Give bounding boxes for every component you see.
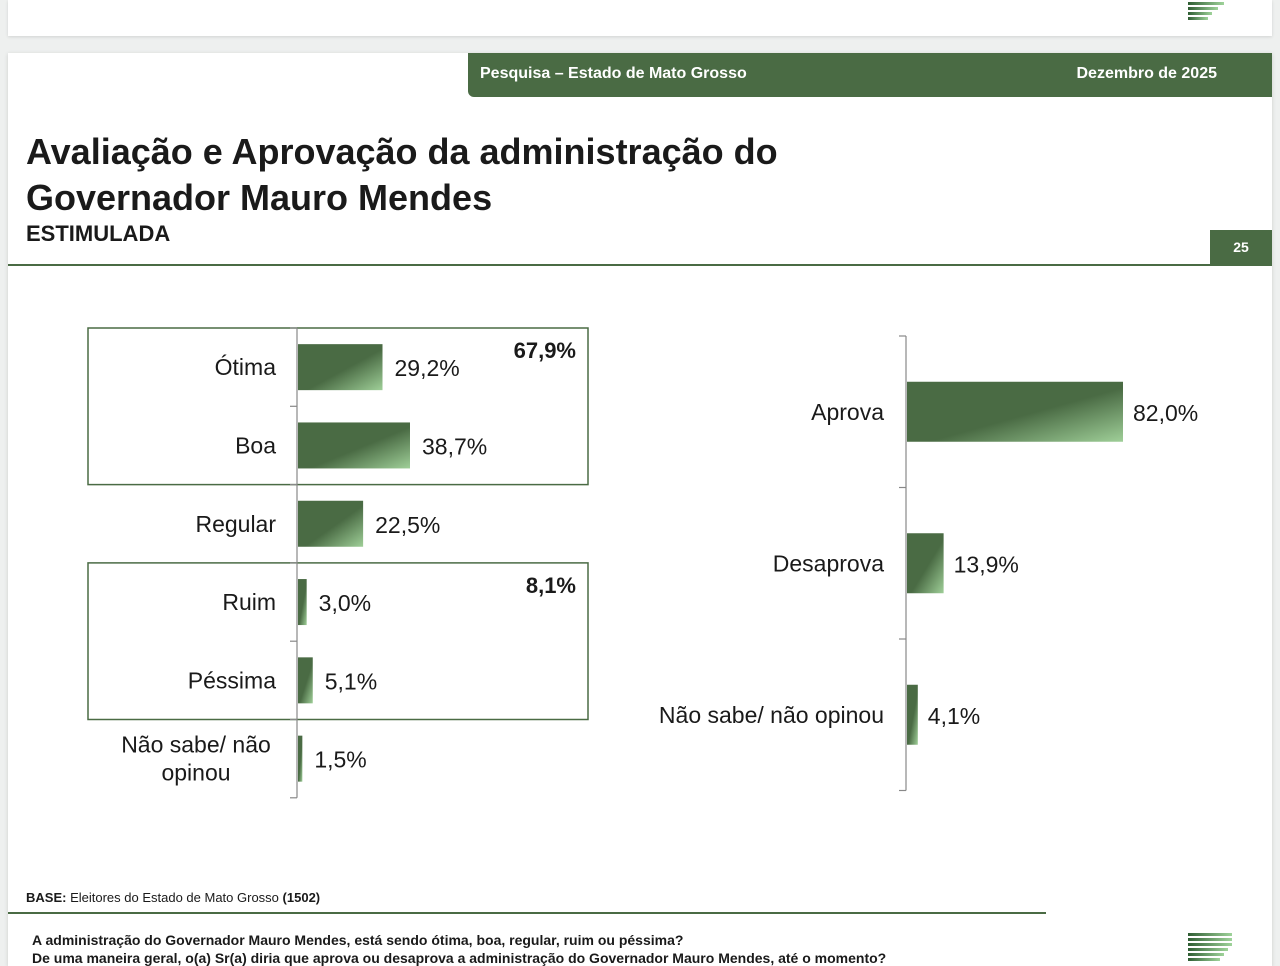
category-label-regular: Regular <box>195 511 276 537</box>
bar-regular <box>298 500 364 547</box>
base-label: BASE: <box>26 890 67 905</box>
value-label-regular: 22,5% <box>375 512 440 538</box>
group-box-2 <box>87 562 589 721</box>
bar-nao-sabe-nao-opinou <box>298 735 303 782</box>
bar-pessima <box>298 657 313 704</box>
value-label-ruim: 3,0% <box>319 590 371 616</box>
category-label-desaprova: Desaprova <box>773 550 884 576</box>
value-label-nao-sabe-nao-opinou: 1,5% <box>314 747 366 773</box>
survey-label: Pesquisa – Estado de Mato Grosso <box>480 65 747 82</box>
base-text: Eleitores do Estado de Mato Grosso <box>70 890 279 905</box>
category-label-boa: Boa <box>235 432 276 458</box>
slide: Pesquisa – Estado de Mato Grosso Dezembr… <box>8 53 1272 966</box>
category-label-ruim: Ruim <box>222 589 276 615</box>
page-title-line-2: Governador Mauro Mendes <box>26 177 493 218</box>
bar-boa <box>298 422 410 469</box>
group-total-label: 67,9% <box>514 338 576 363</box>
question-evaluation: A administração do Governador Mauro Mend… <box>32 932 684 948</box>
bar-otima <box>298 344 383 391</box>
category-label-otima: Ótima <box>215 354 277 380</box>
logo-icon <box>1188 2 1224 20</box>
footer-logo-icon <box>1188 933 1232 961</box>
bar-nao-sabe-nao-opinou <box>907 684 918 745</box>
value-label-nao-sabe-nao-opinou: 4,1% <box>928 703 980 729</box>
group-box-1 <box>87 327 589 486</box>
page-subtitle: ESTIMULADA <box>26 221 171 246</box>
evaluation-chart: 67,9% 8,1% Ótima 29,2% Boa 38,7% Regular 22,5% R… <box>87 327 589 799</box>
base-count: (1502) <box>282 890 321 905</box>
value-label-desaprova: 13,9% <box>954 551 1019 577</box>
page-number-badge: 25 <box>1210 230 1272 264</box>
value-label-pessima: 5,1% <box>325 668 377 694</box>
footer-divider <box>8 912 1046 914</box>
category-label-nao-sabe-nao-opinou: Não sabe/ não opinou <box>659 702 884 728</box>
question-approval: De uma maneira geral, o(a) Sr(a) diria q… <box>32 950 887 966</box>
value-label-otima: 29,2% <box>395 355 460 381</box>
bar-desaprova <box>907 533 944 594</box>
page-title-line-1: Avaliação e Aprovação da administração d… <box>26 131 778 172</box>
value-label-boa: 38,7% <box>422 433 487 459</box>
approval-chart: Aprova 82,0% Desaprova 13,9% Não sabe/ não o… <box>659 335 1198 792</box>
bar-ruim <box>298 579 307 626</box>
charts-canvas: 67,9% 8,1% Ótima 29,2% Boa 38,7% Regular 22,5% R… <box>87 327 1198 799</box>
category-label-nao-sabe-nao-opinou: Não sabe/ não opinou <box>121 732 271 786</box>
category-label-pessima: Péssima <box>188 667 276 693</box>
category-label-aprova: Aprova <box>811 399 884 425</box>
title-divider <box>8 264 1272 266</box>
group-total-label: 8,1% <box>526 573 576 598</box>
previous-slide-edge <box>8 0 1272 36</box>
base-note: BASE: Eleitores do Estado de Mato Grosso… <box>26 890 320 905</box>
header-banner: Pesquisa – Estado de Mato Grosso Dezembr… <box>468 53 1272 97</box>
survey-date: Dezembro de 2025 <box>1076 65 1217 82</box>
survey-questions: A administração do Governador Mauro Mend… <box>32 931 1132 966</box>
value-label-aprova: 82,0% <box>1133 400 1198 426</box>
page-title: Avaliação e Aprovação da administração d… <box>26 129 926 221</box>
bar-aprova <box>907 381 1123 442</box>
